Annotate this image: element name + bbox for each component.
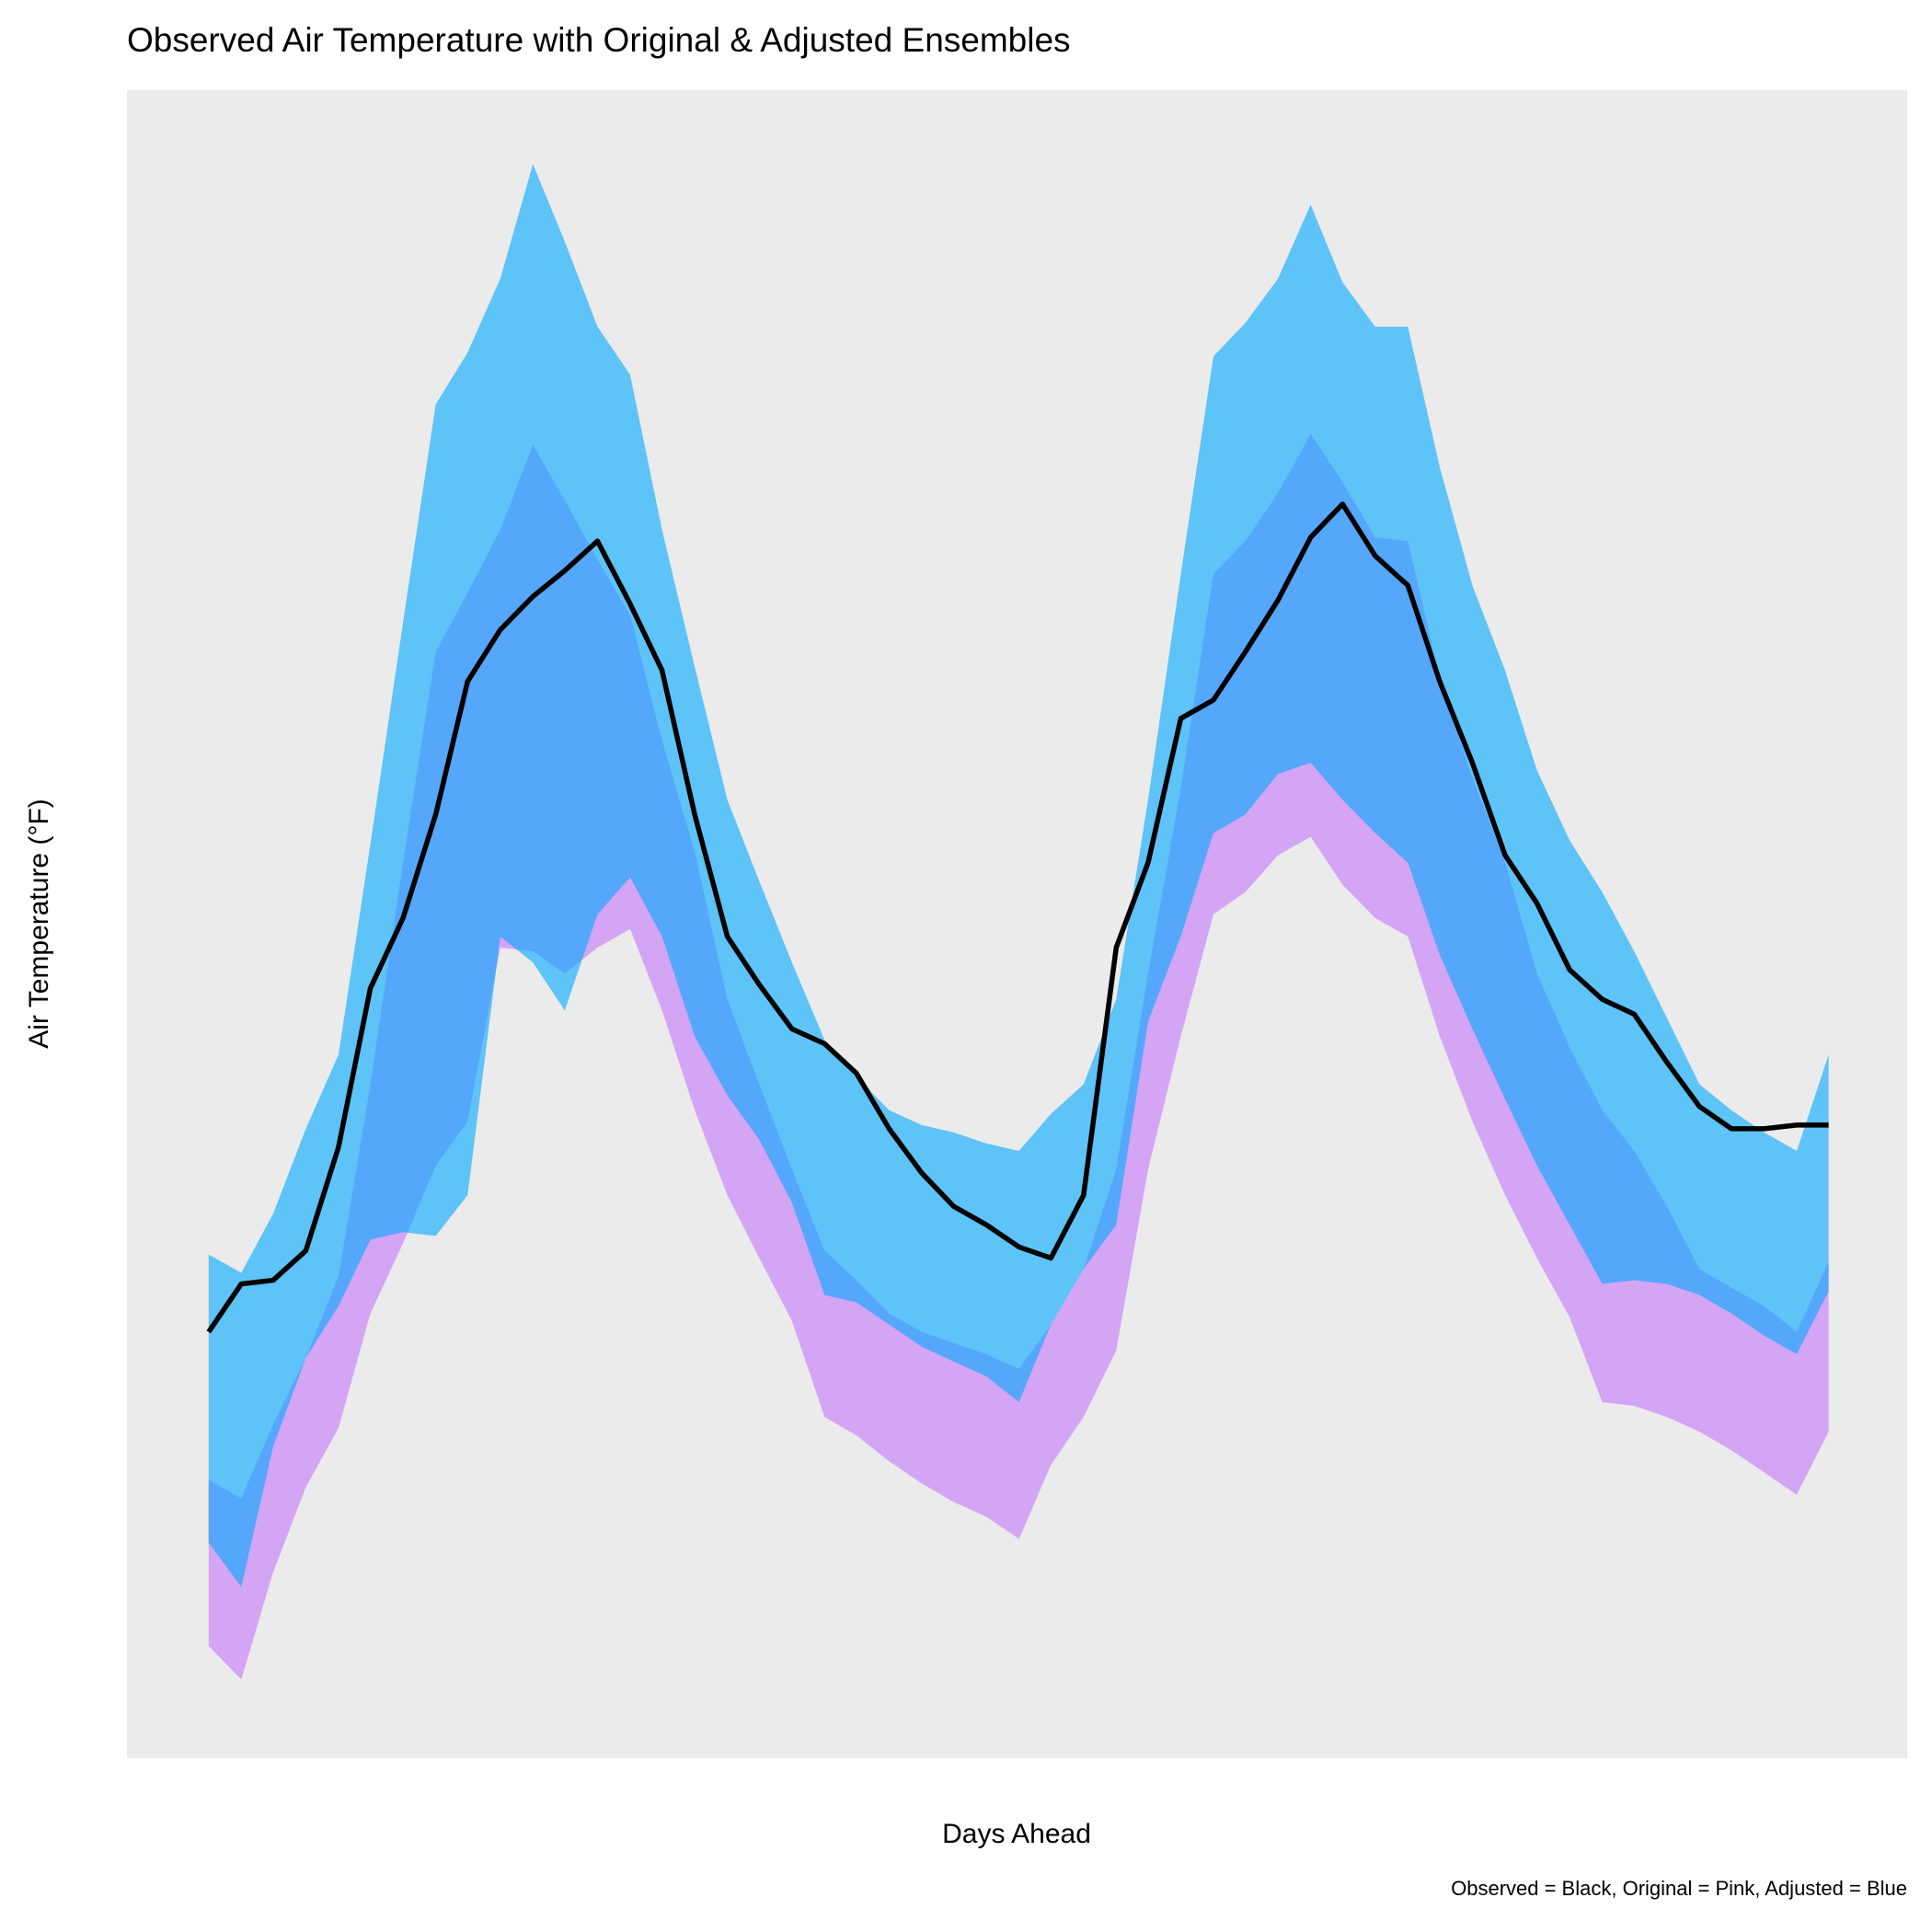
x-axis-title: Days Ahead bbox=[942, 1819, 1091, 1849]
chart-title: Observed Air Temperature with Original &… bbox=[127, 21, 1071, 59]
ensemble-band bbox=[208, 164, 1829, 1588]
y-axis-title: Air Temperature (°F) bbox=[24, 799, 54, 1049]
caption: Observed = Black, Original = Pink, Adjus… bbox=[1451, 1877, 1907, 1900]
observed-line bbox=[206, 501, 1829, 1334]
marks bbox=[206, 164, 1829, 1680]
